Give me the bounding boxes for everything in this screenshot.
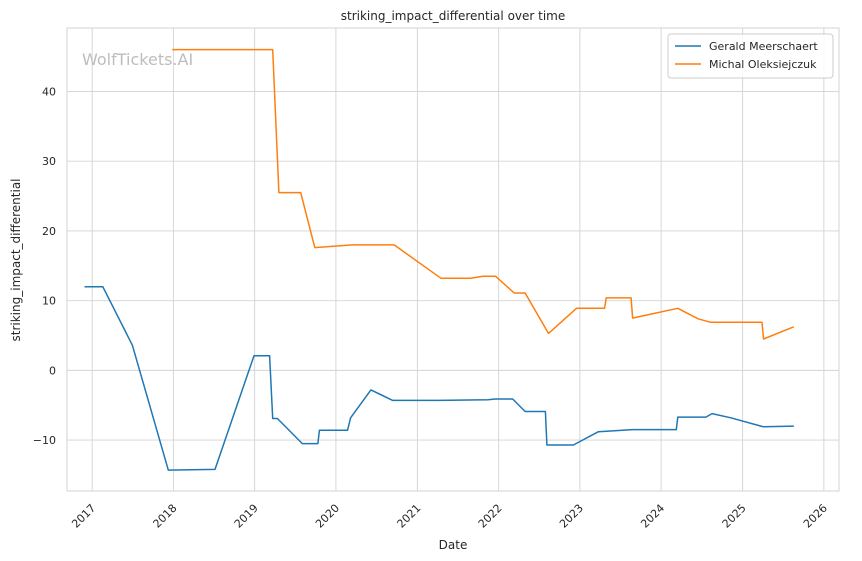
x-tick-label: 2026 xyxy=(801,502,830,531)
x-tick-label: 2019 xyxy=(232,502,261,531)
y-tick-label: 0 xyxy=(49,364,56,377)
x-tick-label: 2017 xyxy=(69,502,98,531)
series-line-1 xyxy=(84,285,794,471)
x-tick-label: 2018 xyxy=(151,502,180,531)
x-tick-label: 2024 xyxy=(638,502,667,531)
x-tick-label: 2021 xyxy=(395,502,424,531)
y-axis-ticks: −10 0 10 20 30 40 xyxy=(33,85,56,447)
legend-label: Gerald Meerschaert xyxy=(709,40,818,53)
legend-box xyxy=(667,33,834,79)
series-line-2 xyxy=(172,48,795,340)
plot-frame xyxy=(66,27,840,492)
y-tick-label: 40 xyxy=(42,85,56,98)
series-layer xyxy=(84,48,795,471)
watermark: WolfTickets.AI xyxy=(82,50,193,69)
legend-label: Michal Oleksiejczuk xyxy=(709,58,817,71)
x-axis-ticks: 2017 2018 2019 2020 2021 2022 2023 2024 2025 2026 xyxy=(69,502,830,531)
x-tick-label: 2025 xyxy=(720,502,749,531)
x-tick-label: 2022 xyxy=(476,502,505,531)
x-axis-label: Date xyxy=(439,538,468,552)
x-tick-label: 2020 xyxy=(313,502,342,531)
x-tick-label: 2023 xyxy=(557,502,586,531)
y-tick-label: 20 xyxy=(42,225,56,238)
y-tick-label: 30 xyxy=(42,155,56,168)
y-tick-label: 10 xyxy=(42,295,56,308)
y-axis-label: striking_impact_differential xyxy=(9,178,23,341)
grid xyxy=(67,28,839,491)
legend: Gerald Meerschaert Michal Oleksiejczuk xyxy=(667,33,834,79)
y-tick-label: −10 xyxy=(33,434,56,447)
chart-title: striking_impact_differential over time xyxy=(341,9,566,23)
